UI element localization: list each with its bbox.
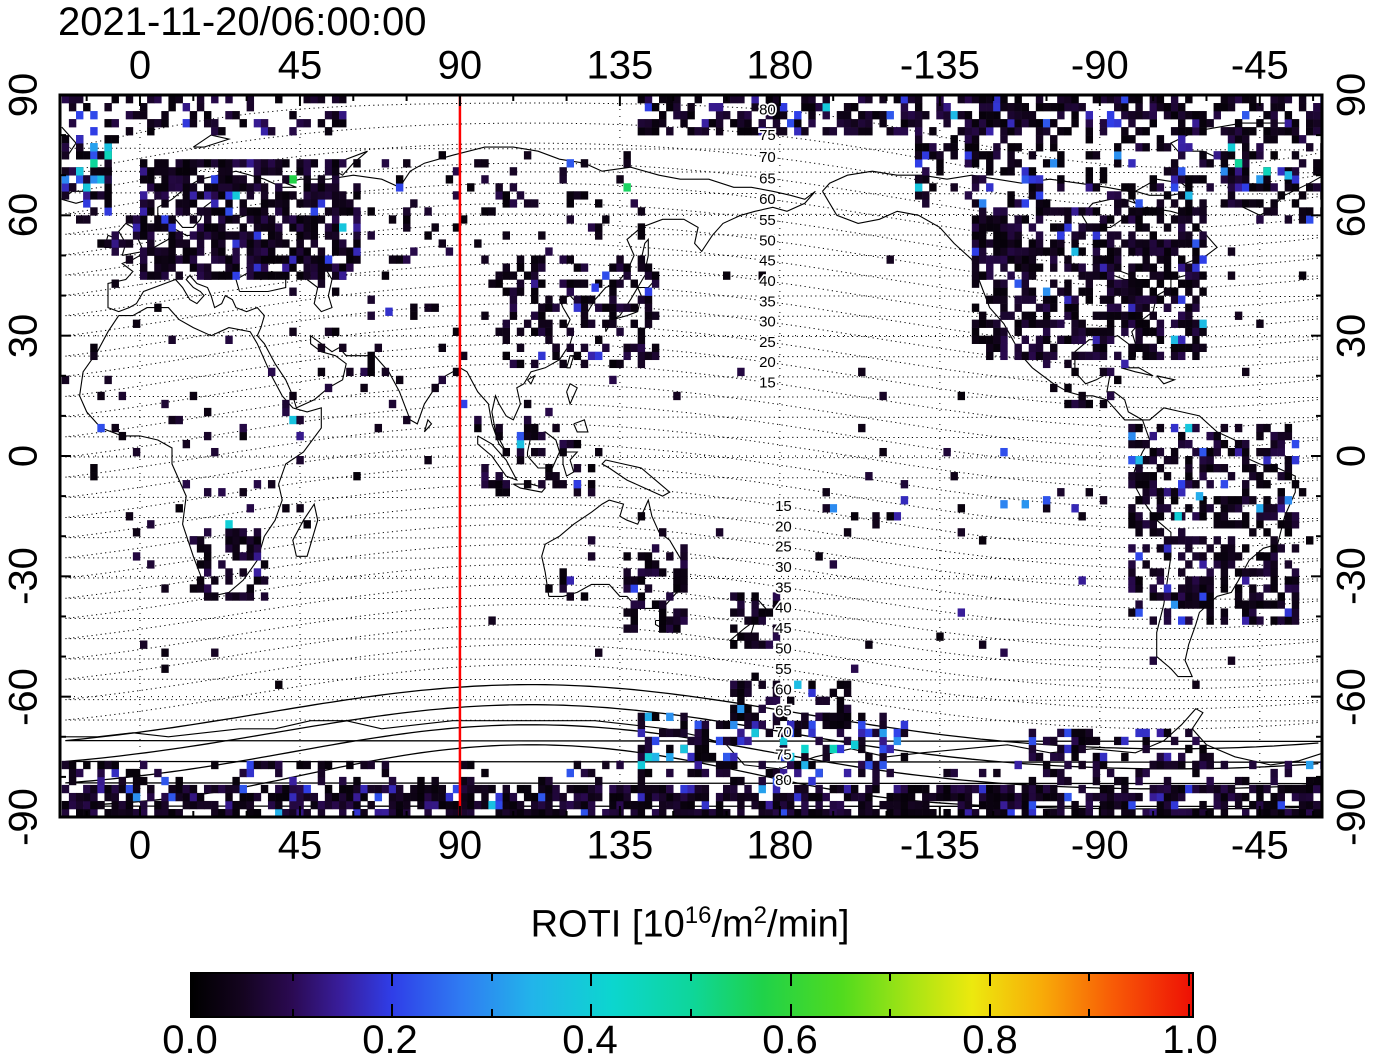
svg-text:50: 50 xyxy=(759,232,776,249)
lon-tick-label-top: 90 xyxy=(437,43,483,88)
lon-tick-label-bottom: -45 xyxy=(1230,823,1289,868)
colorbar-tick xyxy=(391,974,394,986)
lon-tick-label-top: 135 xyxy=(586,43,654,88)
lon-tick-label-top: 180 xyxy=(746,43,814,88)
colorbar-title-prefix: ROTI [10 xyxy=(530,903,685,946)
lon-tick-label-bottom: 45 xyxy=(277,823,323,868)
svg-text:15: 15 xyxy=(775,498,792,515)
colorbar-tick-label: 0.6 xyxy=(762,1018,818,1062)
lon-tick-label-top: -135 xyxy=(899,43,980,88)
svg-text:60: 60 xyxy=(775,682,792,699)
colorbar-tick-label: 1.0 xyxy=(1162,1018,1218,1062)
svg-text:65: 65 xyxy=(759,170,776,187)
svg-text:30: 30 xyxy=(759,314,776,331)
colorbar-tick xyxy=(1188,1004,1190,1016)
lon-tick-label-top: 45 xyxy=(277,43,323,88)
svg-text:35: 35 xyxy=(759,293,776,310)
colorbar-tick-label: 0.2 xyxy=(362,1018,418,1062)
lon-tick-label-top: 0 xyxy=(128,43,152,88)
svg-text:20: 20 xyxy=(759,354,776,371)
colorbar-title: ROTI [1016/m2/min] xyxy=(190,902,1190,947)
svg-text:35: 35 xyxy=(775,579,792,596)
colorbar-tick xyxy=(690,1009,692,1016)
colorbar-tick-label: 0.4 xyxy=(562,1018,618,1062)
colorbar xyxy=(190,972,1194,1018)
lon-tick-label-top: -45 xyxy=(1230,43,1289,88)
svg-text:60: 60 xyxy=(759,191,776,208)
lon-tick-label-bottom: 180 xyxy=(746,823,814,868)
svg-text:40: 40 xyxy=(759,273,776,290)
colorbar-tick-label: 0.8 xyxy=(962,1018,1018,1062)
svg-text:75: 75 xyxy=(775,746,792,763)
svg-text:40: 40 xyxy=(775,600,792,617)
colorbar-tick xyxy=(889,1009,892,1016)
colorbar-tick xyxy=(490,974,493,981)
colorbar-tick xyxy=(291,974,294,981)
svg-text:80: 80 xyxy=(759,101,776,118)
colorbar-tick xyxy=(291,1009,294,1016)
plot-title: 2021-11-20/06:00:00 xyxy=(58,0,427,44)
colorbar-tick xyxy=(889,974,892,981)
lon-tick-label-bottom: 90 xyxy=(437,823,483,868)
svg-text:80: 80 xyxy=(775,772,792,789)
colorbar-title-exponent2: 2 xyxy=(753,902,768,929)
svg-text:55: 55 xyxy=(775,661,792,678)
colorbar-tick xyxy=(789,1004,792,1016)
svg-text:75: 75 xyxy=(759,127,776,144)
colorbar-title-mid: /m xyxy=(711,903,754,946)
colorbar-tick xyxy=(789,974,792,986)
colorbar-tick xyxy=(988,1004,991,1016)
colorbar-tick xyxy=(391,1004,394,1016)
colorbar-tick xyxy=(690,974,692,981)
colorbar-tick xyxy=(1088,974,1091,981)
svg-text:25: 25 xyxy=(759,334,776,351)
colorbar-tick-label: 0.0 xyxy=(162,1018,218,1062)
lon-tick-label-bottom: 0 xyxy=(128,823,152,868)
colorbar-tick xyxy=(988,974,991,986)
lon-tick-label-bottom: 135 xyxy=(586,823,654,868)
svg-text:55: 55 xyxy=(759,212,776,229)
svg-text:45: 45 xyxy=(775,620,792,637)
colorbar-title-suffix: /min] xyxy=(767,903,850,946)
colorbar-title-exponent: 16 xyxy=(684,902,712,929)
lon-tick-label-top: -90 xyxy=(1070,43,1129,88)
plot-content: 15 15 20 20 25 25 30 30 35 35 40 40 45 45 50 50 55 55 60 60… xyxy=(60,95,1322,817)
lon-tick-label-bottom: -135 xyxy=(899,823,980,868)
colorbar-tick xyxy=(590,974,593,986)
svg-text:20: 20 xyxy=(775,518,792,535)
svg-text:45: 45 xyxy=(759,253,776,270)
colorbar-tick xyxy=(490,1009,493,1016)
svg-text:15: 15 xyxy=(759,374,776,391)
colorbar-tick xyxy=(192,1004,194,1016)
svg-text:70: 70 xyxy=(759,149,776,166)
svg-text:50: 50 xyxy=(775,640,792,657)
svg-text:70: 70 xyxy=(775,724,792,741)
svg-text:25: 25 xyxy=(775,539,792,556)
colorbar-tick xyxy=(192,974,194,986)
colorbar-tick xyxy=(590,1004,593,1016)
colorbar-tick xyxy=(1188,974,1190,986)
svg-text:65: 65 xyxy=(775,703,792,720)
svg-text:30: 30 xyxy=(775,559,792,576)
colorbar-tick xyxy=(1088,1009,1091,1016)
lon-tick-label-bottom: -90 xyxy=(1070,823,1129,868)
